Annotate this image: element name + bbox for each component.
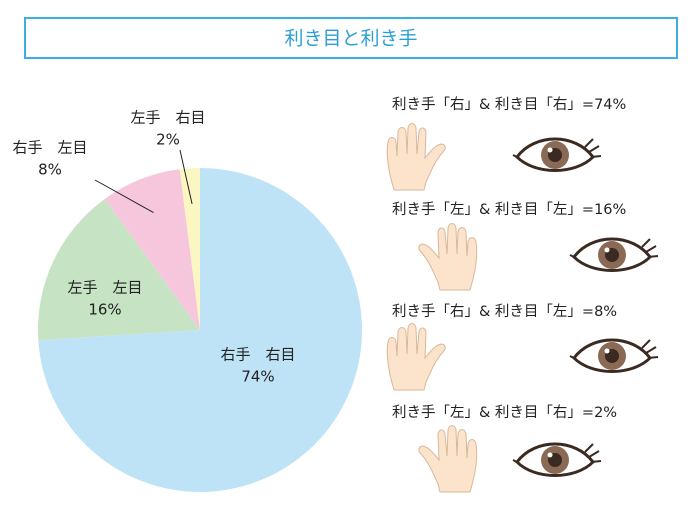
chart-title: 利き目と利き手 [284,28,417,50]
slice-label: 右手 右目 [220,346,295,364]
pie [38,168,362,492]
annotation: 利き手「左」& 利き目「右」=2% [392,404,617,421]
eye-icon [568,338,660,373]
slice-value-label: 16% [88,301,121,319]
pie-slice [179,168,200,330]
slice-label: 左手 右目 [130,109,205,127]
hand-icon [386,123,446,191]
hand-icon [418,425,478,493]
leader-line [94,179,154,213]
pie-slice [38,198,200,341]
hand-icon [386,323,446,391]
pie-slice [104,169,200,330]
leader-line [179,149,193,204]
pie-slice [38,168,362,492]
slice-value-label: 2% [156,131,180,149]
annotation: 利き手「右」& 利き目「右」=74% [392,96,626,113]
eye-icon [568,237,660,272]
eye-icon [511,137,603,172]
annotation: 利き手「右」& 利き目「左」=8% [392,303,617,320]
slice-value-label: 74% [241,368,274,386]
slice-label: 右手 左目 [12,139,87,157]
hand-icon [418,223,478,291]
eye-icon [511,442,603,477]
slice-value-label: 8% [38,161,62,179]
title-box [24,17,678,59]
slice-label: 左手 左目 [67,279,142,297]
annotation: 利き手「左」& 利き目「左」=16% [392,201,626,218]
